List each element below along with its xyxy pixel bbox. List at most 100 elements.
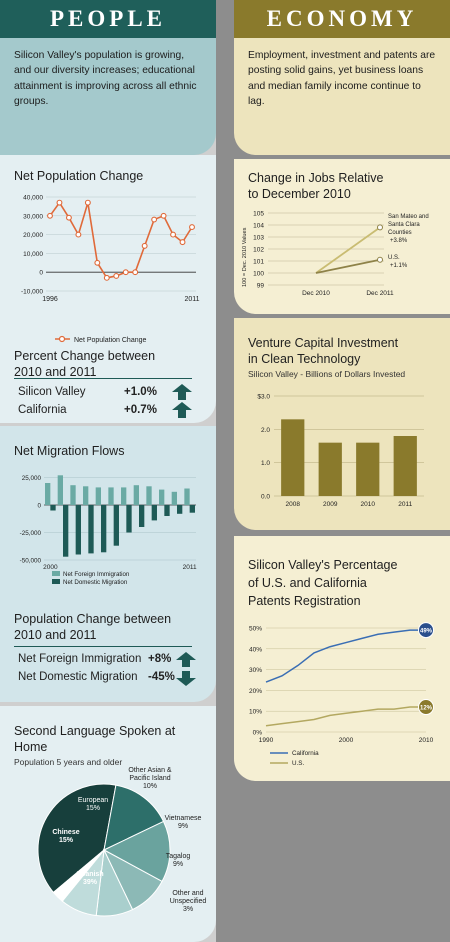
- series-label: San Mateo and: [388, 214, 429, 220]
- legend-label: Net Foreign Immigration: [63, 571, 130, 578]
- end-badge: [418, 699, 434, 716]
- series-value: +1.1%: [390, 263, 408, 269]
- domestic-migration-bar: [177, 505, 183, 514]
- up-arrow-icon: [172, 402, 192, 418]
- foreign-immigration-bar: [83, 486, 89, 505]
- y-tick-label: $3.0: [257, 394, 270, 401]
- pct-row-ca: California +0.7%: [0, 401, 216, 419]
- economy-header-card: ECONOMY Employment, investment and paten…: [234, 0, 450, 155]
- y-tick-label: 101: [253, 259, 264, 266]
- pie-value: 39%: [83, 879, 98, 886]
- x-tick-label: 2000: [43, 564, 58, 571]
- population-point: [65, 214, 72, 221]
- y-axis-label: 100 = Dec. 2010 Values: [242, 227, 248, 287]
- y-tick-label: 30,000: [23, 213, 43, 220]
- popchg-row-value: +8%: [148, 653, 172, 665]
- population-card: Net Population Change 40,000 30,000 20,000…: [0, 155, 216, 423]
- population-point: [113, 273, 120, 279]
- patent-line: [265, 706, 426, 727]
- legend-swatch: [52, 571, 60, 576]
- vc-bar: [281, 419, 305, 496]
- patents-chart: 50% 40% 30% 20% 10% 0% 49% 12% 1990 2000 2010 Calif…: [249, 622, 434, 767]
- population-point: [84, 199, 91, 206]
- population-point: [170, 231, 177, 238]
- pie-value: 3%: [183, 906, 193, 913]
- population-point: [160, 212, 167, 219]
- legend-label: U.S.: [292, 760, 304, 767]
- series-label: Santa Clara: [388, 222, 420, 228]
- foreign-immigration-bar: [121, 487, 127, 505]
- pct-divider: [14, 378, 192, 379]
- up-arrow-icon: [172, 384, 192, 400]
- foreign-immigration-bar: [95, 487, 101, 505]
- y-tick-label: 102: [253, 247, 264, 254]
- x-tick-label: 1990: [259, 737, 274, 744]
- y-tick-label: 20%: [249, 688, 262, 695]
- pie-slice: [103, 784, 165, 851]
- y-tick-label: 99: [257, 283, 265, 290]
- popchg-title-1: Population Change between: [14, 612, 172, 626]
- people-intro: Silicon Valley's population is growing, …: [14, 50, 197, 108]
- jobs-title-2: to December 2010: [248, 186, 351, 201]
- y-tick-label: 2.0: [261, 427, 270, 434]
- legend-swatch: [52, 579, 60, 584]
- pat-title: Silicon Valley's Percentage of U.S. and …: [234, 536, 450, 610]
- y-tick-label: -10,000: [21, 289, 43, 296]
- legend-label: Net Domestic Migration: [63, 579, 128, 586]
- jobs-line-us: [315, 258, 381, 274]
- vc-bar: [356, 442, 380, 496]
- y-tick-label: 40%: [249, 646, 262, 653]
- y-tick-label: 50%: [249, 626, 262, 633]
- vc-title-1: Venture Capital Investment: [248, 336, 399, 350]
- popchg-row-value: -45%: [148, 671, 175, 683]
- jobs-end-point: [377, 224, 383, 231]
- population-point: [189, 224, 195, 231]
- vc-title: Venture Capital Investment in Clean Tech…: [234, 318, 450, 367]
- vc-chart: $3.0 2.0 1.0 0.0 2008 2009 2010 2011: [257, 394, 424, 508]
- popchg-title: Population Change between 2010 and 2011: [0, 612, 216, 643]
- y-tick-label: 0%: [253, 730, 263, 737]
- pat-title-3: Patents Registration: [248, 594, 361, 609]
- popchg-row-domestic: Net Domestic Migration -45%: [0, 668, 216, 686]
- x-tick-label: 2010: [361, 501, 376, 508]
- lang-sub: Population 5 years and older: [14, 757, 123, 768]
- pat-title-1: Silicon Valley's Percentage: [248, 558, 398, 572]
- population-point: [141, 242, 148, 249]
- pct-row-value: +1.0%: [124, 386, 157, 398]
- population-point: [151, 216, 158, 223]
- pie-slice: [102, 820, 171, 883]
- population-line: [49, 201, 193, 279]
- economy-intro: Employment, investment and patents are p…: [248, 50, 436, 108]
- y-tick-label: 105: [253, 211, 264, 218]
- people-column: PEOPLE Silicon Valley's population is gr…: [0, 0, 216, 942]
- jobs-end-point: [377, 256, 383, 263]
- jobs-title: Change in Jobs Relative to December 2010: [234, 159, 450, 202]
- pie-value: 10%: [143, 783, 157, 790]
- foreign-immigration-bar: [133, 485, 139, 505]
- y-tick-label: -50,000: [20, 558, 42, 565]
- pie-slice: [52, 849, 105, 902]
- economy-column: ECONOMY Employment, investment and paten…: [234, 0, 450, 942]
- population-point: [75, 231, 82, 238]
- popchg-row-foreign: Net Foreign Immigration +8%: [0, 650, 216, 668]
- domestic-migration-bar: [126, 505, 132, 533]
- domestic-migration-bar: [63, 505, 69, 557]
- y-tick-label: 0: [39, 270, 43, 277]
- pie-label: Pacific Island: [129, 775, 170, 782]
- jobs-title-1: Change in Jobs Relative: [248, 171, 384, 185]
- vc-bar: [318, 442, 342, 496]
- x-tick-label: 2011: [183, 564, 197, 571]
- pop-legend-label: Net Population Change: [74, 337, 146, 344]
- y-tick-label: 1.0: [261, 460, 270, 467]
- vc-title-2: in Clean Technology: [248, 351, 361, 366]
- foreign-immigration-bar: [57, 475, 63, 505]
- vc-bar: [393, 436, 417, 496]
- population-point: [132, 269, 139, 276]
- foreign-immigration-bar: [45, 483, 51, 505]
- foreign-immigration-bar: [171, 491, 177, 505]
- people-header: PEOPLE: [0, 0, 216, 38]
- jobs-chart: 105 104 103 102 101 100 99 100 = Dec. 2010 Valu…: [242, 211, 429, 298]
- population-point: [47, 212, 53, 219]
